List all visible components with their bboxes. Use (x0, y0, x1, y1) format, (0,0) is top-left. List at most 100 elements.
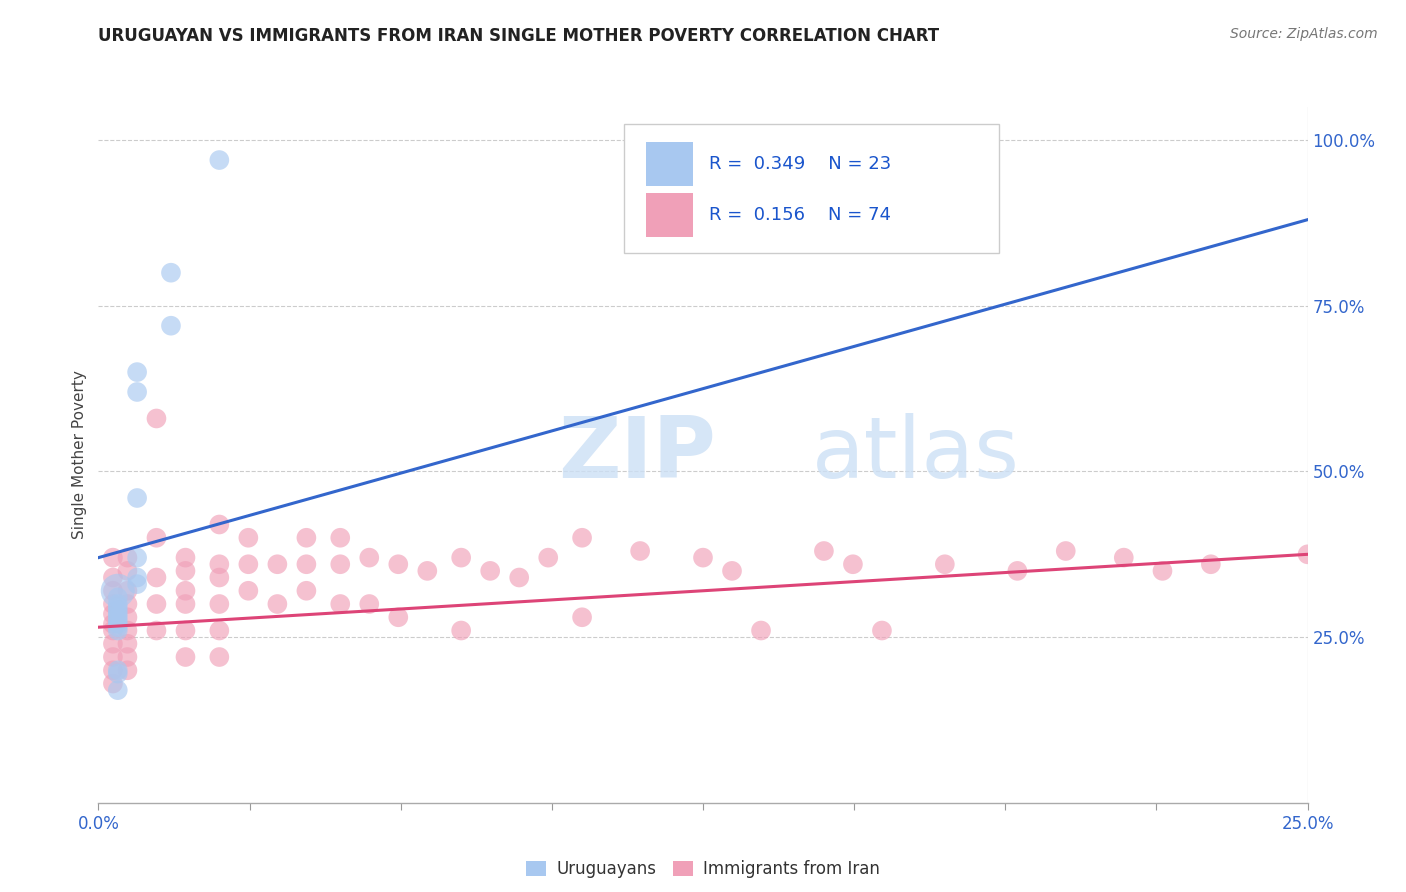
Point (208, 570, 231, 584)
Point (117, 650, 139, 665)
Point (127, 491, 149, 505)
FancyBboxPatch shape (624, 125, 1000, 253)
Point (127, 365, 149, 379)
Point (145, 570, 167, 584)
Point (329, 531, 352, 545)
Point (101, 637, 124, 651)
Point (101, 676, 124, 690)
Point (107, 620, 129, 634)
Point (450, 624, 472, 638)
Point (117, 624, 139, 638)
Point (127, 384, 149, 399)
Point (537, 550, 560, 565)
Point (571, 531, 593, 545)
Point (117, 610, 139, 624)
Legend: Uruguayans, Immigrants from Iran: Uruguayans, Immigrants from Iran (520, 854, 886, 885)
Point (295, 583, 318, 598)
Point (1054, 544, 1077, 558)
Point (160, 266, 183, 280)
Point (174, 624, 197, 638)
Point (266, 597, 288, 611)
Text: ZIP: ZIP (558, 413, 716, 497)
Point (101, 624, 124, 638)
Point (1296, 547, 1319, 561)
Point (208, 650, 231, 665)
Point (107, 600, 129, 615)
Point (479, 564, 502, 578)
Point (107, 663, 129, 677)
Point (117, 663, 139, 677)
Point (934, 558, 956, 572)
Point (359, 597, 381, 611)
Point (174, 597, 197, 611)
Point (117, 583, 139, 598)
Y-axis label: Single Mother Poverty: Single Mother Poverty (72, 370, 87, 540)
Point (628, 544, 651, 558)
Text: Source: ZipAtlas.com: Source: ZipAtlas.com (1230, 27, 1378, 41)
Point (107, 591, 129, 605)
Point (145, 624, 167, 638)
Point (1199, 558, 1222, 572)
Point (127, 577, 149, 591)
Point (450, 550, 472, 565)
Point (107, 624, 129, 638)
Point (107, 583, 129, 598)
Point (174, 564, 197, 578)
Point (107, 666, 129, 681)
Point (127, 570, 149, 584)
Point (692, 550, 714, 565)
Point (295, 531, 318, 545)
Point (721, 564, 744, 578)
Point (1112, 550, 1135, 565)
Point (145, 411, 167, 425)
Point (117, 550, 139, 565)
Point (238, 583, 260, 598)
Point (870, 624, 893, 638)
Point (107, 610, 129, 624)
Point (1007, 564, 1029, 578)
Text: R =  0.156    N = 74: R = 0.156 N = 74 (709, 206, 891, 224)
Text: URUGUAYAN VS IMMIGRANTS FROM IRAN SINGLE MOTHER POVERTY CORRELATION CHART: URUGUAYAN VS IMMIGRANTS FROM IRAN SINGLE… (98, 27, 939, 45)
Point (107, 616, 129, 631)
Point (101, 616, 124, 631)
Point (359, 550, 381, 565)
Point (387, 558, 409, 572)
Point (174, 583, 197, 598)
Text: R =  0.349    N = 23: R = 0.349 N = 23 (709, 155, 891, 173)
Point (117, 564, 139, 578)
FancyBboxPatch shape (647, 142, 693, 186)
Point (101, 650, 124, 665)
Point (101, 550, 124, 565)
Point (101, 597, 124, 611)
Point (749, 624, 772, 638)
Point (107, 614, 129, 628)
Point (107, 683, 129, 698)
Point (329, 597, 352, 611)
Point (101, 570, 124, 584)
Point (329, 558, 352, 572)
Point (117, 597, 139, 611)
Point (208, 558, 231, 572)
Point (208, 153, 231, 167)
Point (208, 517, 231, 532)
Point (387, 610, 409, 624)
Text: atlas: atlas (811, 413, 1019, 497)
Point (117, 637, 139, 651)
FancyBboxPatch shape (647, 193, 693, 237)
Point (145, 531, 167, 545)
Point (107, 597, 129, 611)
Point (842, 558, 865, 572)
Point (208, 597, 231, 611)
Point (208, 624, 231, 638)
Point (1152, 564, 1174, 578)
Point (571, 610, 593, 624)
Point (416, 564, 439, 578)
Point (174, 650, 197, 665)
Point (101, 607, 124, 621)
Point (295, 558, 318, 572)
Point (101, 583, 124, 598)
Point (107, 607, 129, 621)
Point (238, 531, 260, 545)
Point (160, 318, 183, 333)
Point (127, 550, 149, 565)
